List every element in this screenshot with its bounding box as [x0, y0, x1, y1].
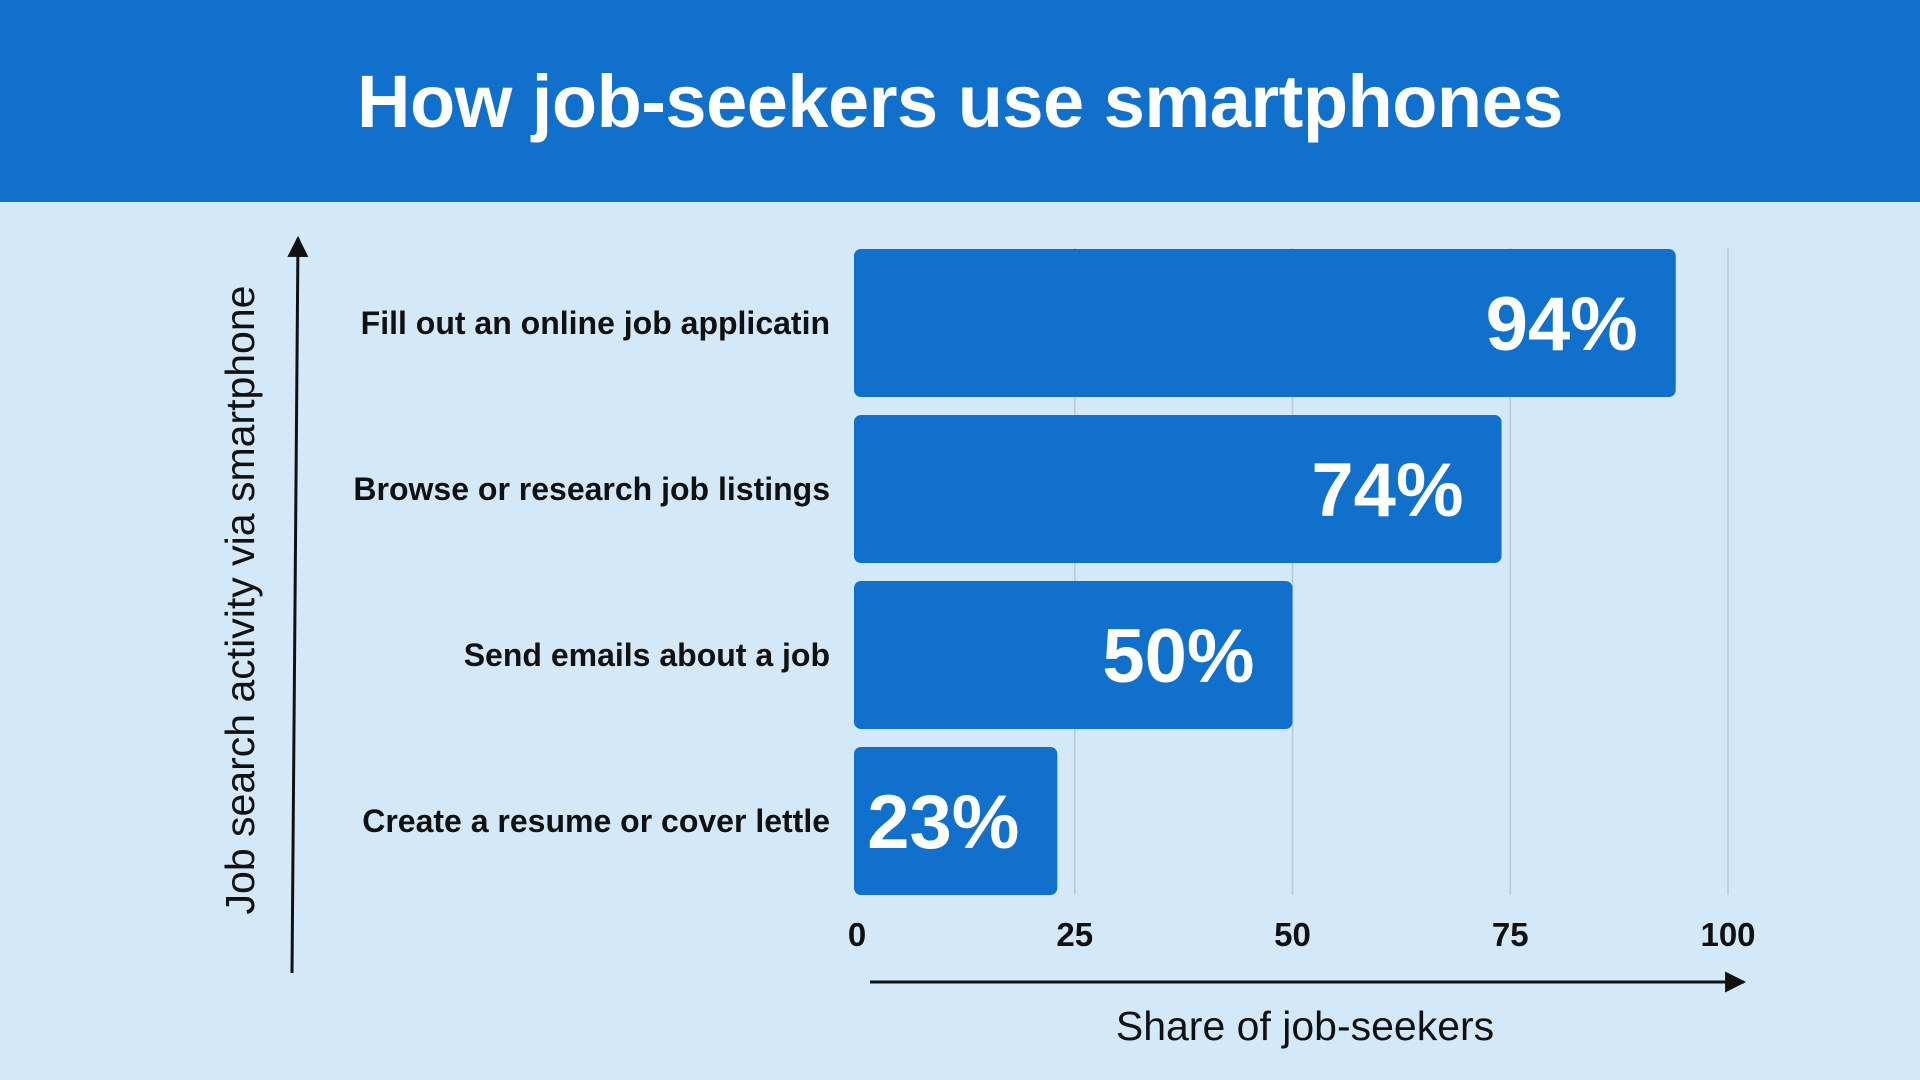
y-axis-title: Job search activity via smartphone	[217, 286, 263, 915]
category-label: Send emails about a job	[464, 637, 830, 673]
x-tick-label: 0	[848, 916, 866, 953]
bar-value-label: 74%	[1311, 448, 1463, 533]
category-label: Browse or research job listings	[353, 471, 830, 507]
page-title: How job-seekers use smartphones	[357, 59, 1563, 143]
header-banner: How job-seekers use smartphones	[0, 0, 1920, 202]
x-axis-title: Share of job-seekers	[1116, 1003, 1494, 1049]
bar	[854, 581, 1293, 729]
bar-value-label: 23%	[867, 780, 1019, 865]
bar-value-label: 94%	[1486, 282, 1638, 367]
axes	[287, 235, 1747, 993]
x-tick-label: 100	[1700, 916, 1755, 953]
bar	[854, 415, 1502, 563]
bar	[854, 747, 1058, 895]
y-axis-arrow	[287, 235, 309, 974]
bar	[854, 249, 1676, 397]
bars	[854, 249, 1676, 895]
labels: 0 25 50 75 100 Fill out an online job applica…	[217, 282, 1756, 1049]
x-tick-label: 25	[1056, 916, 1093, 953]
x-tick-label: 75	[1492, 916, 1529, 953]
bar-value-label: 50%	[1102, 614, 1254, 699]
category-label: Fill out an online job applicatin	[361, 305, 830, 341]
x-tick-label: 50	[1274, 916, 1311, 953]
category-label: Create a resume or cover lettle	[362, 803, 830, 839]
